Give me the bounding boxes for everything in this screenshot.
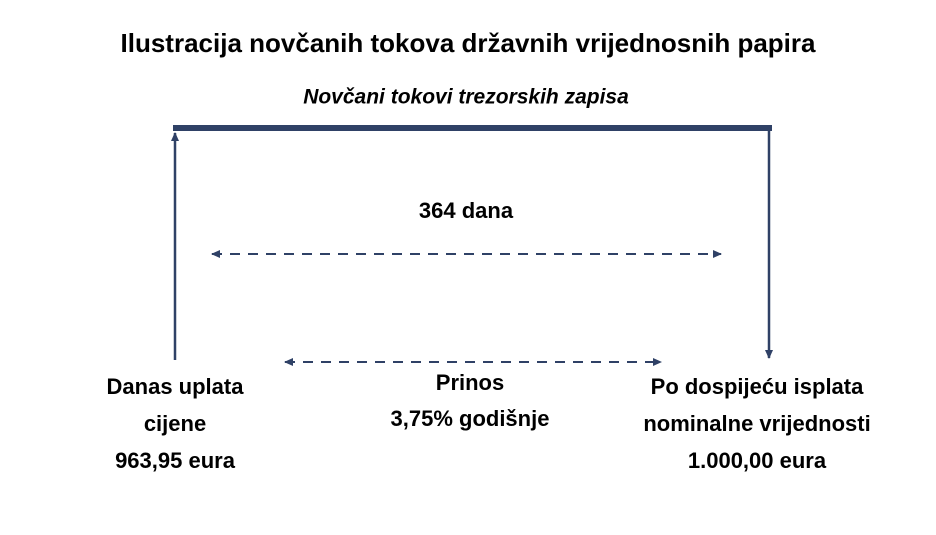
right-label: Po dospijeću isplata — [651, 374, 864, 399]
left-label: 963,95 eura — [115, 448, 236, 473]
middle-label: Prinos — [436, 370, 504, 395]
right-label: 1.000,00 eura — [688, 448, 827, 473]
labels: Danas uplata cijene 963,95 eura Prinos 3,75%… — [107, 370, 871, 473]
period-label: 364 dana — [419, 198, 514, 223]
left-label: cijene — [144, 411, 206, 436]
right-label: nominalne vrijednosti — [643, 411, 870, 436]
subtitle: Novčani tokovi trezorskih zapisa — [303, 86, 629, 109]
middle-label: 3,75% godišnje — [391, 406, 550, 431]
title: Ilustracija novčanih tokova državnih vri… — [121, 28, 816, 58]
left-label: Danas uplata — [107, 374, 245, 399]
